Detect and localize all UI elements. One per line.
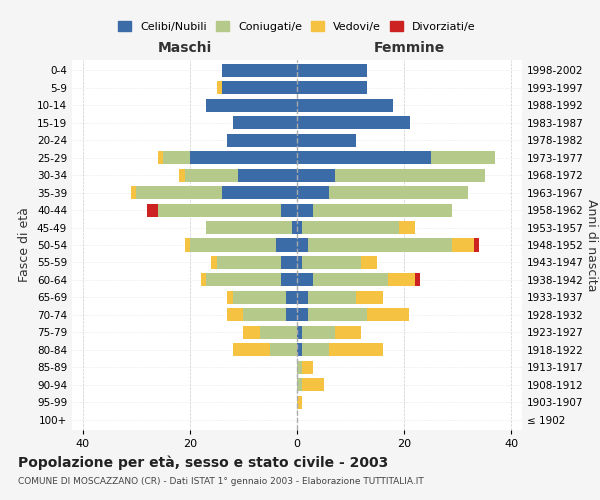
Bar bbox=[335, 326, 361, 339]
Bar bbox=[329, 343, 383, 356]
Bar bbox=[399, 221, 415, 234]
Bar bbox=[297, 343, 302, 356]
Bar bbox=[131, 186, 136, 199]
Bar bbox=[217, 256, 281, 269]
Text: Maschi: Maschi bbox=[157, 41, 212, 55]
Text: COMUNE DI MOSCAZZANO (CR) - Dati ISTAT 1° gennaio 2003 - Elaborazione TUTTITALIA: COMUNE DI MOSCAZZANO (CR) - Dati ISTAT 1… bbox=[18, 478, 424, 486]
Y-axis label: Fasce di età: Fasce di età bbox=[19, 208, 31, 282]
Bar bbox=[147, 204, 158, 216]
Bar bbox=[185, 168, 238, 181]
Bar bbox=[452, 238, 474, 252]
Bar bbox=[233, 116, 297, 130]
Bar bbox=[233, 343, 270, 356]
Bar bbox=[308, 291, 356, 304]
Bar bbox=[313, 204, 452, 216]
Bar bbox=[244, 308, 286, 322]
Bar bbox=[244, 326, 260, 339]
Bar bbox=[356, 291, 383, 304]
Bar bbox=[297, 204, 313, 216]
Bar bbox=[297, 396, 302, 408]
Bar bbox=[158, 204, 281, 216]
Bar bbox=[388, 274, 415, 286]
Bar bbox=[136, 186, 222, 199]
Bar bbox=[206, 221, 292, 234]
Bar bbox=[281, 256, 297, 269]
Bar bbox=[297, 291, 308, 304]
Bar bbox=[302, 326, 335, 339]
Y-axis label: Anni di nascita: Anni di nascita bbox=[584, 198, 598, 291]
Bar bbox=[163, 151, 190, 164]
Bar bbox=[297, 82, 367, 94]
Bar bbox=[206, 99, 297, 112]
Bar bbox=[227, 134, 297, 147]
Bar bbox=[302, 343, 329, 356]
Bar bbox=[431, 151, 495, 164]
Bar bbox=[297, 134, 356, 147]
Bar bbox=[206, 274, 281, 286]
Bar bbox=[260, 326, 297, 339]
Bar bbox=[302, 256, 361, 269]
Bar bbox=[302, 378, 324, 391]
Bar bbox=[227, 308, 244, 322]
Bar bbox=[302, 221, 399, 234]
Bar bbox=[281, 274, 297, 286]
Bar bbox=[335, 168, 485, 181]
Bar bbox=[217, 82, 222, 94]
Bar bbox=[281, 204, 297, 216]
Bar bbox=[297, 308, 308, 322]
Bar bbox=[158, 151, 163, 164]
Bar bbox=[179, 168, 185, 181]
Bar bbox=[297, 116, 409, 130]
Bar bbox=[222, 186, 297, 199]
Bar bbox=[297, 256, 302, 269]
Bar bbox=[286, 291, 297, 304]
Bar bbox=[415, 274, 420, 286]
Bar bbox=[474, 238, 479, 252]
Legend: Celibi/Nubili, Coniugati/e, Vedovi/e, Divorziati/e: Celibi/Nubili, Coniugati/e, Vedovi/e, Di… bbox=[115, 18, 479, 35]
Bar bbox=[297, 221, 302, 234]
Bar bbox=[297, 64, 367, 77]
Bar bbox=[297, 360, 302, 374]
Bar bbox=[275, 238, 297, 252]
Bar bbox=[211, 256, 217, 269]
Bar bbox=[297, 238, 308, 252]
Bar bbox=[297, 99, 394, 112]
Bar bbox=[238, 168, 297, 181]
Bar bbox=[190, 151, 297, 164]
Bar bbox=[367, 308, 409, 322]
Bar bbox=[329, 186, 469, 199]
Bar bbox=[302, 360, 313, 374]
Bar bbox=[227, 291, 233, 304]
Bar bbox=[297, 186, 329, 199]
Bar bbox=[308, 308, 367, 322]
Bar bbox=[185, 238, 190, 252]
Bar bbox=[286, 308, 297, 322]
Bar bbox=[270, 343, 297, 356]
Bar bbox=[297, 151, 431, 164]
Bar bbox=[222, 82, 297, 94]
Bar bbox=[297, 274, 313, 286]
Bar bbox=[297, 326, 302, 339]
Bar bbox=[297, 168, 335, 181]
Text: Popolazione per età, sesso e stato civile - 2003: Popolazione per età, sesso e stato civil… bbox=[18, 455, 388, 469]
Bar bbox=[308, 238, 452, 252]
Bar bbox=[297, 378, 302, 391]
Bar bbox=[222, 64, 297, 77]
Bar bbox=[190, 238, 275, 252]
Bar bbox=[292, 221, 297, 234]
Bar bbox=[200, 274, 206, 286]
Bar bbox=[361, 256, 377, 269]
Bar bbox=[233, 291, 286, 304]
Bar bbox=[313, 274, 388, 286]
Text: Femmine: Femmine bbox=[374, 41, 445, 55]
